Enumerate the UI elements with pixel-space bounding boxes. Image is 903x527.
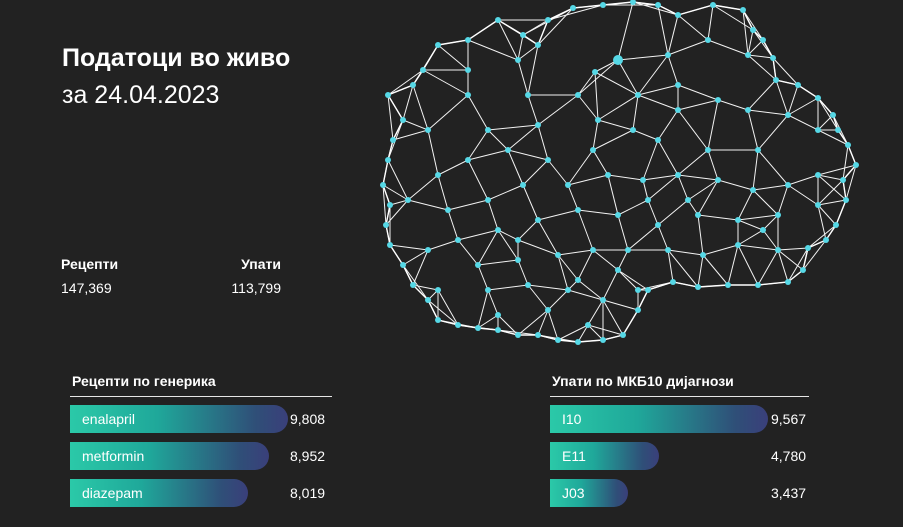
prescriptions-value: 147,369 [61, 280, 112, 296]
bar-label: E11 [562, 448, 586, 464]
divider [70, 396, 332, 397]
bar-value: 8,952 [290, 448, 326, 464]
generics-title: Рецепти по генерика [72, 373, 216, 389]
bar [70, 442, 270, 470]
bar [550, 442, 659, 470]
bar-row: I10 9,567 [550, 405, 809, 433]
diagnoses-panel: Упати по МКБ10 дијагнози I10 9,567 E11 4,78… [550, 370, 809, 516]
generics-panel: Рецепти по генерика enalapril 9,808 metfor… [70, 370, 332, 516]
bar-label: metformin [82, 448, 145, 464]
bar-value: 4,780 [771, 448, 807, 464]
page-title: Податоци во живо [62, 44, 291, 72]
bar [70, 405, 288, 433]
diagnoses-title: Упати по МКБ10 дијагнози [552, 373, 734, 389]
bar-label: enalapril [82, 411, 135, 427]
referrals-label: Упати [241, 256, 281, 272]
bar-label: diazepam [82, 485, 143, 501]
bar-row: diazepam 8,019 [70, 479, 332, 507]
divider [550, 396, 809, 397]
referrals-value: 113,799 [231, 280, 281, 296]
bar-row: enalapril 9,808 [70, 405, 332, 433]
summary-stats: Рецепти Упати 147,369 113,799 [61, 254, 281, 298]
bar-row: E11 4,780 [550, 442, 809, 470]
bar-value: 9,567 [771, 411, 807, 427]
network-map-icon [380, 0, 859, 345]
bar-value: 9,808 [290, 411, 326, 427]
prescriptions-label: Рецепти [61, 256, 119, 272]
bar-value: 8,019 [290, 485, 326, 501]
bar-label: J03 [562, 485, 585, 501]
bar-label: I10 [562, 411, 582, 427]
page-subtitle: за 24.04.2023 [62, 81, 220, 109]
bar-value: 3,437 [771, 485, 807, 501]
bar [550, 479, 629, 507]
bar-row: metformin 8,952 [70, 442, 332, 470]
bar [70, 479, 249, 507]
bar-row: J03 3,437 [550, 479, 809, 507]
bar [550, 405, 768, 433]
